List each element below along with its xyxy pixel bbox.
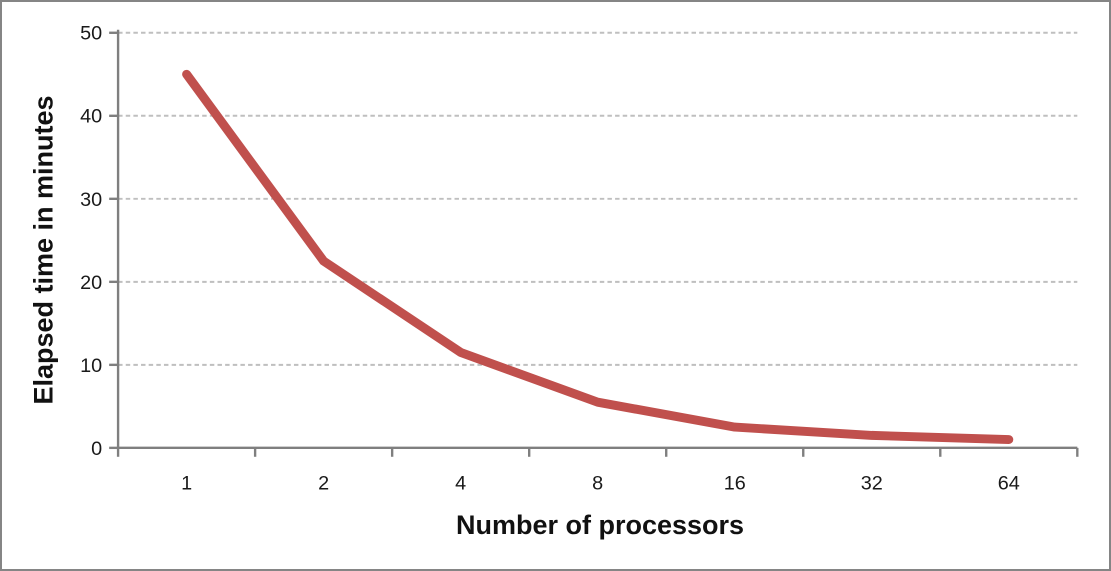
y-tick-label-10: 10 <box>80 355 102 377</box>
x-tick-label-16: 16 <box>724 473 746 495</box>
x-axis-title: Number of processors <box>455 510 745 540</box>
x-tick-label-64: 64 <box>998 473 1020 495</box>
y-tick-label-0: 0 <box>91 438 102 460</box>
x-tick-label-32: 32 <box>861 473 883 495</box>
x-tick-label-4: 4 <box>455 473 466 495</box>
y-tick-label-30: 30 <box>80 189 102 211</box>
series-line-elapsed-time <box>182 69 1014 445</box>
y-tick-label-40: 40 <box>80 106 102 128</box>
y-axis-title: Elapsed time in minutes <box>28 95 59 405</box>
x-tick-label-8: 8 <box>592 473 603 495</box>
x-tick-label-1: 1 <box>181 473 192 495</box>
y-tick-label-50: 50 <box>80 23 102 45</box>
x-tick-label-2: 2 <box>318 473 329 495</box>
y-tick-label-20: 20 <box>80 272 102 294</box>
